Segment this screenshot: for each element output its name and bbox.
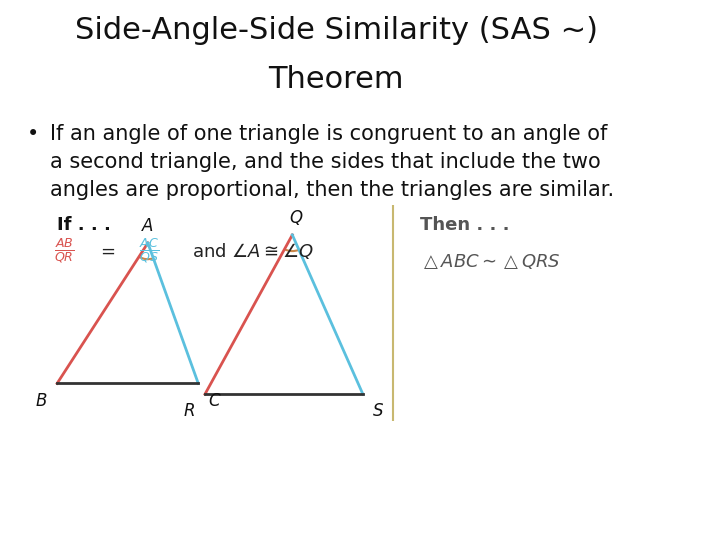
Text: •: •	[27, 124, 39, 144]
Text: A: A	[142, 217, 153, 235]
Text: $\frac{AB}{QR}$: $\frac{AB}{QR}$	[53, 237, 74, 266]
Text: R: R	[184, 402, 195, 420]
Text: Then . . .: Then . . .	[420, 216, 510, 234]
Text: S: S	[373, 402, 384, 420]
Text: and $\angle A \cong \angle Q$: and $\angle A \cong \angle Q$	[192, 241, 314, 261]
Text: If . . .: If . . .	[57, 216, 111, 234]
Text: Theorem: Theorem	[269, 65, 404, 94]
Text: $\triangle ABC \sim \triangle QRS$: $\triangle ABC \sim \triangle QRS$	[420, 252, 561, 272]
Text: Q: Q	[289, 209, 302, 227]
Text: $=$: $=$	[97, 242, 115, 260]
Text: If an angle of one triangle is congruent to an angle of
a second triangle, and t: If an angle of one triangle is congruent…	[50, 124, 615, 200]
Text: C: C	[208, 392, 220, 409]
Text: Side-Angle-Side Similarity (SAS ~): Side-Angle-Side Similarity (SAS ~)	[74, 16, 598, 45]
Text: B: B	[36, 392, 47, 409]
Text: $\frac{AC}{QS}$: $\frac{AC}{QS}$	[139, 237, 160, 266]
